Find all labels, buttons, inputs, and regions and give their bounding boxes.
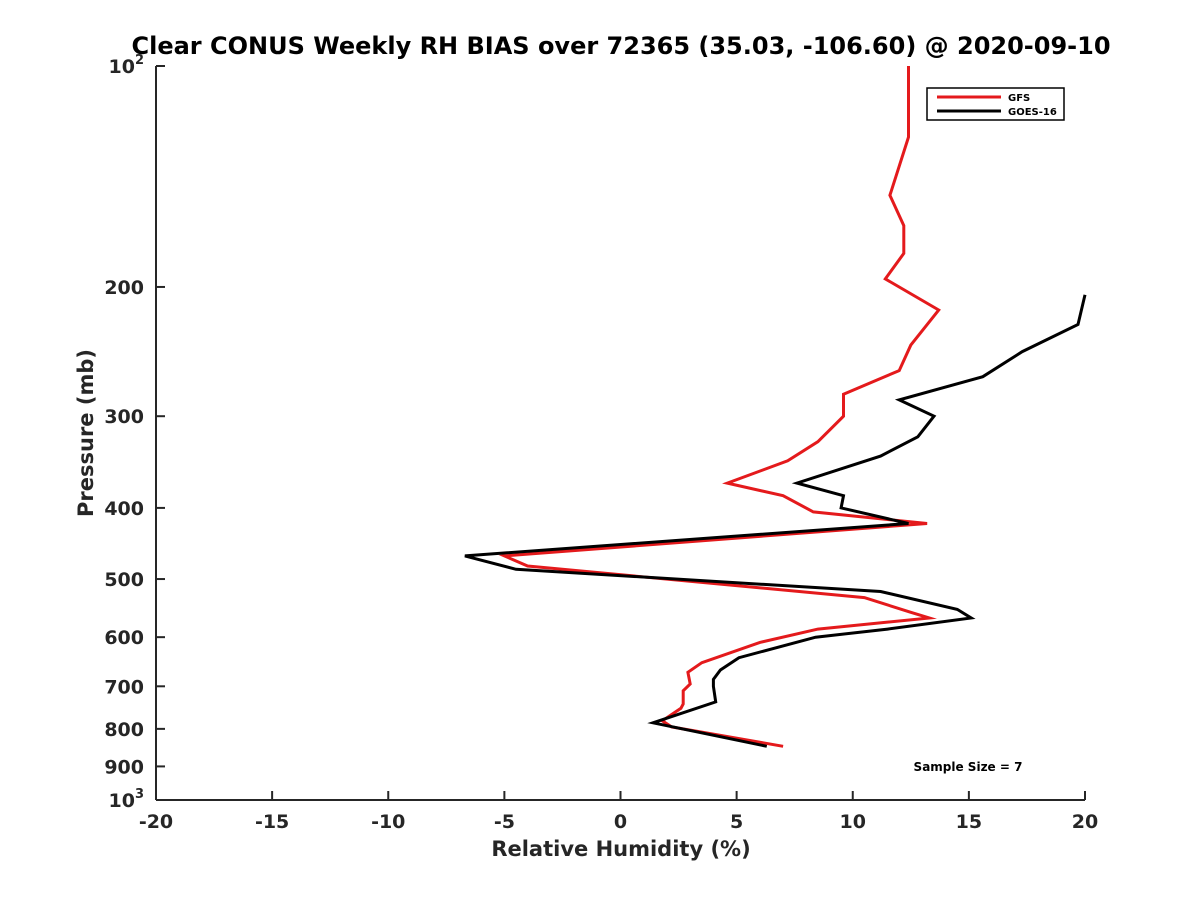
- y-axis-label: Pressure (mb): [74, 349, 98, 517]
- y-tick-base: 300: [104, 406, 144, 428]
- x-tick-label: -10: [371, 811, 405, 833]
- sample-size-annotation: Sample Size = 7: [914, 760, 1023, 774]
- series-layer: [464, 66, 1087, 748]
- x-axis-ticks: -20 -15 -10 -5 0 5 10 15 20: [139, 791, 1098, 833]
- x-tick-label: -20: [139, 811, 173, 833]
- x-tick-label: 5: [730, 811, 743, 833]
- y-tick-base: 800: [104, 719, 144, 741]
- x-tick-label: -5: [494, 811, 515, 833]
- y-tick-base: 700: [104, 676, 144, 698]
- y-tick-label: 600: [104, 627, 144, 649]
- y-tick-base: 900: [104, 756, 144, 778]
- series-line-goes16: [464, 294, 1087, 748]
- legend: GFS GOES-16: [926, 87, 1065, 121]
- y-tick-label: 300: [104, 406, 144, 428]
- y-tick-exponent: 3: [135, 787, 144, 802]
- legend-label-gfs: GFS: [1008, 93, 1030, 104]
- x-tick-label: 15: [956, 811, 982, 833]
- x-tick-label: 20: [1072, 811, 1098, 833]
- y-tick-label: 900: [104, 756, 144, 778]
- y-tick-label: 102: [109, 53, 145, 78]
- y-tick-label: 800: [104, 719, 144, 741]
- y-tick-base: 10: [109, 56, 135, 78]
- x-tick-label: -15: [255, 811, 289, 833]
- chart-title: Clear CONUS Weekly RH BIAS over 72365 (3…: [131, 32, 1110, 60]
- legend-box: [926, 87, 1065, 121]
- x-tick-label: 10: [840, 811, 866, 833]
- y-tick-label: 500: [104, 569, 144, 591]
- y-tick-base: 600: [104, 627, 144, 649]
- y-tick-base: 10: [109, 790, 135, 812]
- legend-label-goes16: GOES-16: [1008, 107, 1057, 118]
- y-tick-exponent: 2: [135, 53, 144, 68]
- y-tick-base: 500: [104, 569, 144, 591]
- y-tick-label: 200: [104, 277, 144, 299]
- y-tick-label: 103: [109, 787, 145, 812]
- x-axis-label: Relative Humidity (%): [491, 837, 750, 861]
- y-tick-label: 700: [104, 676, 144, 698]
- y-tick-base: 400: [104, 498, 144, 520]
- y-tick-label: 400: [104, 498, 144, 520]
- x-tick-label: 0: [614, 811, 627, 833]
- y-tick-base: 200: [104, 277, 144, 299]
- series-line-gfs: [498, 66, 941, 748]
